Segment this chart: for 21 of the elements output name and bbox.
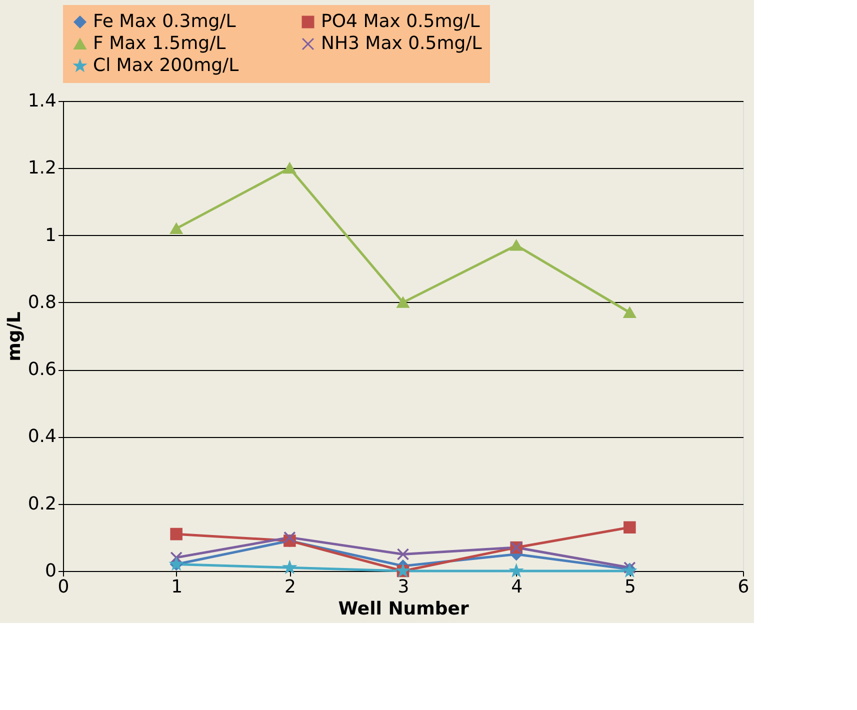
y-tick-label: 0.2 [28,493,56,514]
x-tick-label: 2 [284,576,296,598]
y-axis-title: mg/L [4,312,25,362]
y-tick-label: 0.6 [28,359,56,380]
x-axis-title: Well Number [338,598,469,620]
y-tick-label: 1.2 [28,158,56,179]
y-tick-label: 0.8 [28,292,56,313]
x-tick-label: 1 [171,576,183,598]
x-tick-label: 4 [511,576,523,598]
legend-label: NH3 Max 0.5mg/L [321,33,482,54]
legend-label: Fe Max 0.3mg/L [93,11,236,32]
x-tick-label: 3 [398,576,410,598]
y-tick-label: 0.4 [28,426,56,448]
x-tick-label: 6 [738,576,750,598]
legend-label: PO4 Max 0.5mg/L [321,11,480,32]
y-tick-label: 0 [45,560,56,582]
y-tick-label: 1 [45,224,56,246]
legend-label: Cl Max 200mg/L [93,55,239,76]
x-tick-label: 5 [624,576,636,598]
legend-label: F Max 1.5mg/L [93,33,226,54]
y-tick-label: 1.4 [28,90,56,112]
